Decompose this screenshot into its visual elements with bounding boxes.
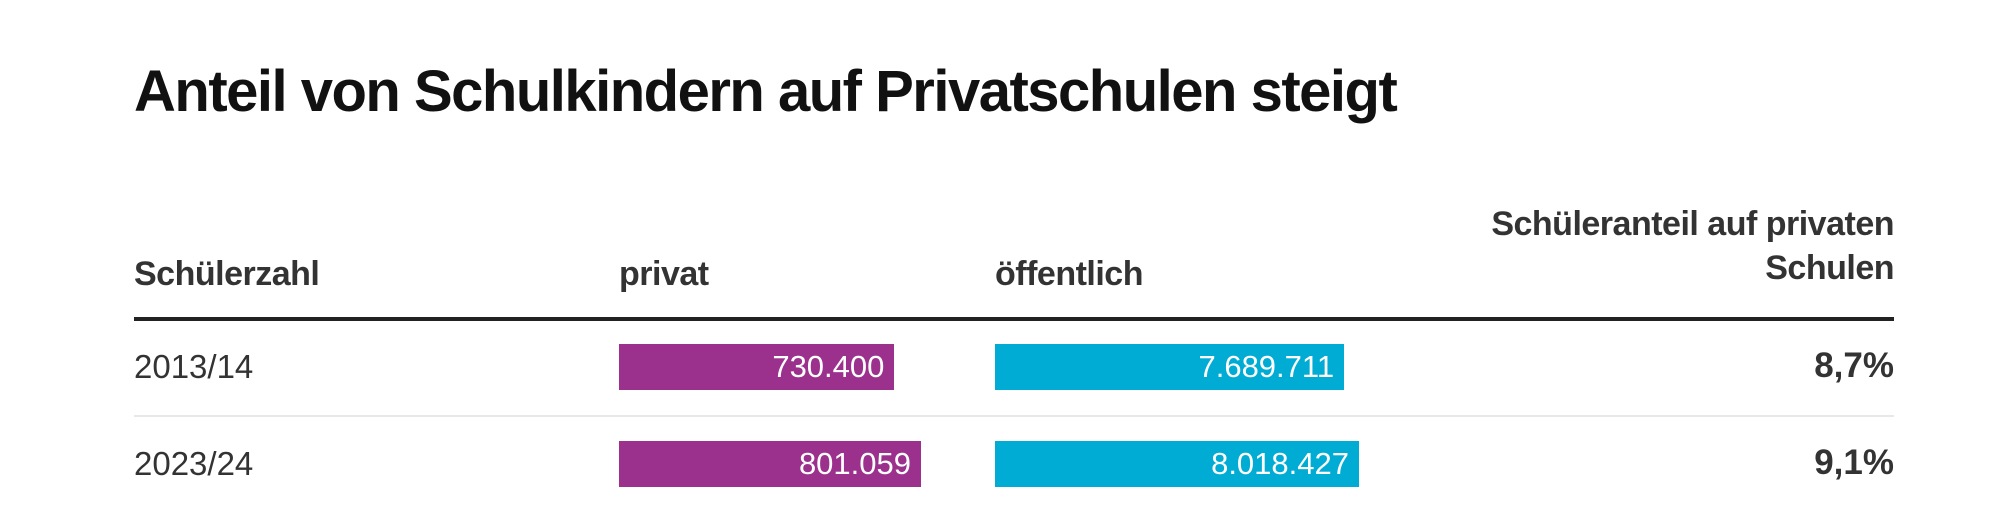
bar-privat: 801.059 [619, 441, 921, 487]
header-anteil: Schüleranteil auf privaten Schulen [1491, 205, 1894, 287]
header-oeffentlich: öffentlich [995, 255, 1143, 293]
header-privat: privat [619, 255, 709, 293]
anteil-value: 9,1% [1814, 443, 1894, 482]
bar-privat: 730.400 [619, 344, 895, 390]
bar-oeffentlich: 8.018.427 [995, 441, 1359, 487]
bar-oeffentlich: 7.689.711 [995, 344, 1345, 390]
header-rule [134, 317, 1894, 321]
chart-title: Anteil von Schulkindern auf Privatschule… [134, 59, 1398, 124]
header-schuelerzahl: Schülerzahl [134, 255, 320, 293]
row-separator [134, 415, 1894, 417]
anteil-value: 8,7% [1814, 346, 1894, 385]
year-label: 2023/24 [134, 445, 254, 482]
year-label: 2013/14 [134, 348, 254, 385]
